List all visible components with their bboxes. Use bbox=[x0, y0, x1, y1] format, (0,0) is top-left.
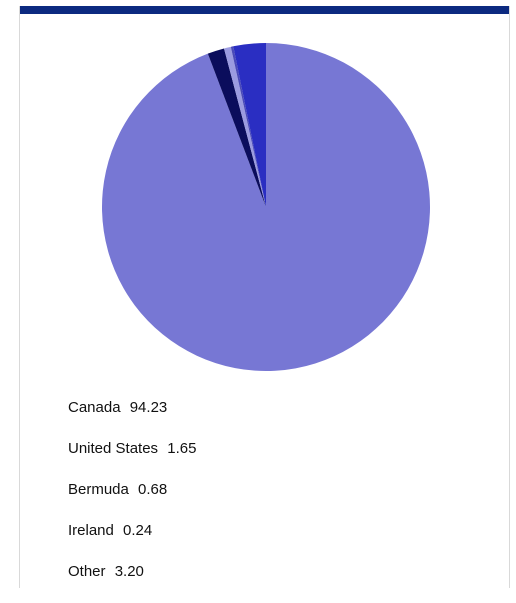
pie-slice-ireland bbox=[230, 46, 266, 207]
legend-value: 0.68 bbox=[138, 481, 168, 498]
legend-item-ireland: Ireland 0.24 bbox=[68, 521, 196, 541]
pie-chart bbox=[101, 43, 430, 371]
legend-value: 1.65 bbox=[167, 440, 197, 457]
legend-label: Other bbox=[68, 563, 106, 580]
legend-item-united-states: United States 1.65 bbox=[68, 439, 196, 459]
panel-accent-bar bbox=[20, 6, 509, 14]
pie-slice-bermuda bbox=[224, 46, 266, 207]
legend-value: 0.24 bbox=[123, 522, 153, 539]
legend-label: United States bbox=[68, 440, 159, 457]
pie-slice-other bbox=[233, 43, 266, 207]
legend-value: 3.20 bbox=[114, 563, 144, 580]
legend-item-bermuda: Bermuda 0.68 bbox=[68, 480, 196, 500]
legend: Canada 94.23 United States 1.65 Bermuda … bbox=[68, 398, 196, 603]
legend-label: Ireland bbox=[68, 522, 114, 539]
legend-value: 94.23 bbox=[129, 399, 168, 416]
legend-label: Bermuda bbox=[68, 481, 129, 498]
chart-panel: Canada 94.23 United States 1.65 Bermuda … bbox=[19, 6, 510, 588]
pie-slice-united-states bbox=[207, 48, 266, 207]
legend-item-other: Other 3.20 bbox=[68, 562, 196, 582]
legend-label: Canada bbox=[68, 399, 121, 416]
legend-item-canada: Canada 94.23 bbox=[68, 398, 196, 418]
